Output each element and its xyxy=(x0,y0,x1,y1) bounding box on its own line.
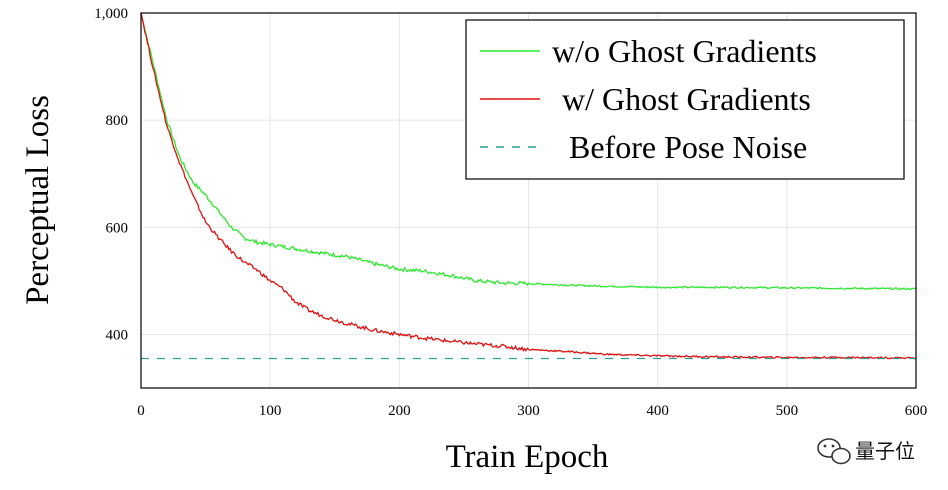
legend: w/o Ghost Gradients w/ Ghost Gradients B… xyxy=(465,19,905,180)
x-tick-label: 500 xyxy=(776,403,799,419)
watermark-text: 量子位 xyxy=(855,439,915,463)
y-axis-title: Perceptual Loss xyxy=(20,95,56,305)
legend-label-w-ghost: w/ Ghost Gradients xyxy=(562,81,811,117)
x-tick-label: 0 xyxy=(137,403,145,419)
axis-ticks: 0 100 200 300 400 500 600 400 600 800 1,000 xyxy=(94,6,927,419)
y-tick-label: 400 xyxy=(106,327,129,343)
y-tick-label: 600 xyxy=(106,220,129,236)
x-axis-title: Train Epoch xyxy=(446,439,609,475)
series-line-w-o-ghost-gradients xyxy=(140,12,917,291)
x-tick-label: 200 xyxy=(388,403,411,419)
x-tick-label: 300 xyxy=(517,403,540,419)
plot-area xyxy=(140,12,917,360)
x-tick-label: 600 xyxy=(905,403,928,419)
legend-label-wo-ghost: w/o Ghost Gradients xyxy=(552,33,817,69)
y-tick-label: 1,000 xyxy=(94,6,128,22)
watermark: 量子位 xyxy=(817,438,915,465)
series-line-w-ghost-gradients xyxy=(140,12,917,360)
x-tick-label: 100 xyxy=(259,403,282,419)
wechat-icon xyxy=(817,438,851,465)
x-tick-label: 400 xyxy=(646,403,669,419)
plot-frame xyxy=(140,12,917,389)
legend-label-before-pose: Before Pose Noise xyxy=(569,129,807,165)
y-tick-label: 800 xyxy=(106,113,129,129)
